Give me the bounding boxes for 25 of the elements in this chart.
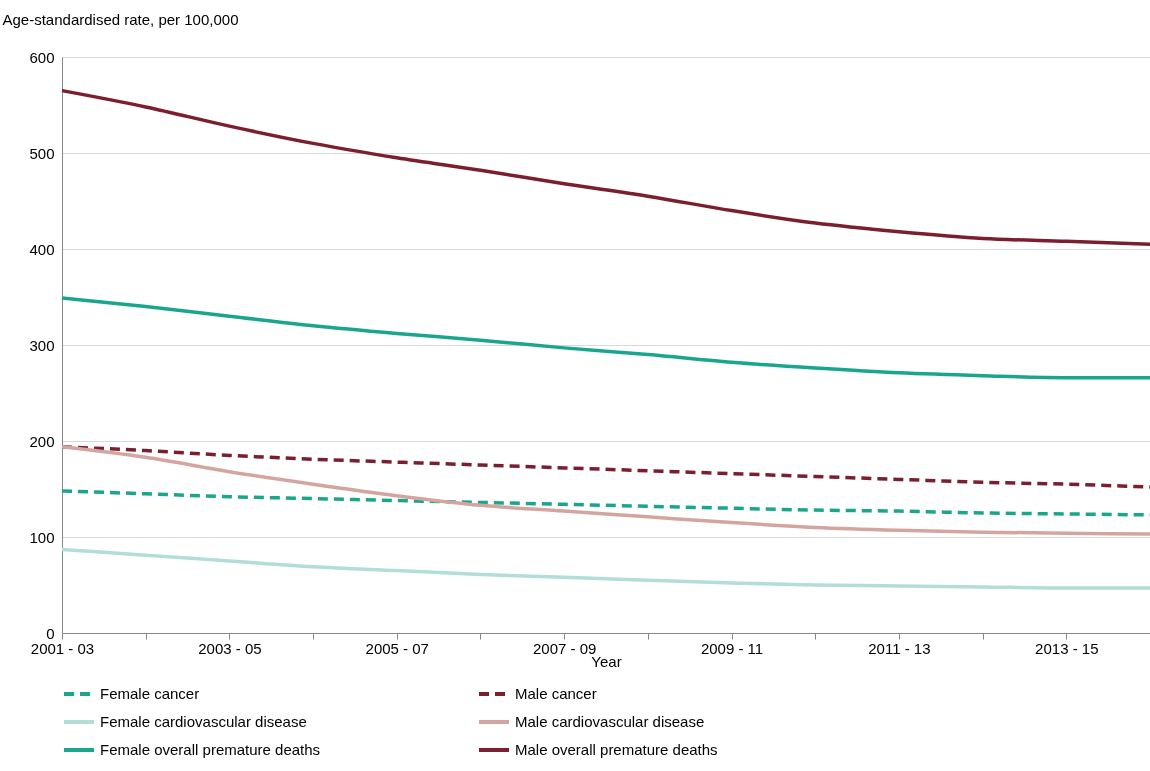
y-tick-label: 600: [29, 48, 55, 66]
y-tick-label: 0: [46, 624, 55, 642]
line-series: [60, 547, 1150, 590]
line-series: [60, 88, 1150, 246]
line-series: [60, 445, 1150, 536]
x-tick-label: 2007 - 09: [532, 639, 597, 657]
y-tick-label: 100: [29, 528, 55, 546]
legend-label: Male overall premature deaths: [515, 741, 718, 758]
x-tick-label: 2001 - 03: [30, 639, 95, 657]
legend-label: Male cancer: [515, 685, 597, 702]
legend-label: Female cancer: [100, 685, 200, 702]
y-tick-label: 300: [29, 336, 55, 354]
x-tick-label: 2013 - 15: [1035, 639, 1099, 657]
y-tick-label: 500: [29, 144, 55, 162]
legend-label: Female overall premature deaths: [100, 741, 321, 758]
legend-label: Male cardiovascular disease: [515, 713, 705, 730]
line-series: [60, 296, 1150, 380]
x-tick-label: 2005 - 07: [365, 639, 429, 657]
x-tick-label: 2003 - 05: [198, 639, 262, 657]
y-tick-label: 400: [29, 240, 55, 258]
y-tick-label: 200: [29, 432, 55, 450]
x-tick-label: 2011 - 13: [868, 639, 931, 657]
x-tick-label: 2009 - 11: [700, 639, 764, 657]
legend-label: Female cardiovascular disease: [100, 713, 307, 730]
y-axis-title: Age-standardised rate, per 100,000: [2, 10, 239, 28]
